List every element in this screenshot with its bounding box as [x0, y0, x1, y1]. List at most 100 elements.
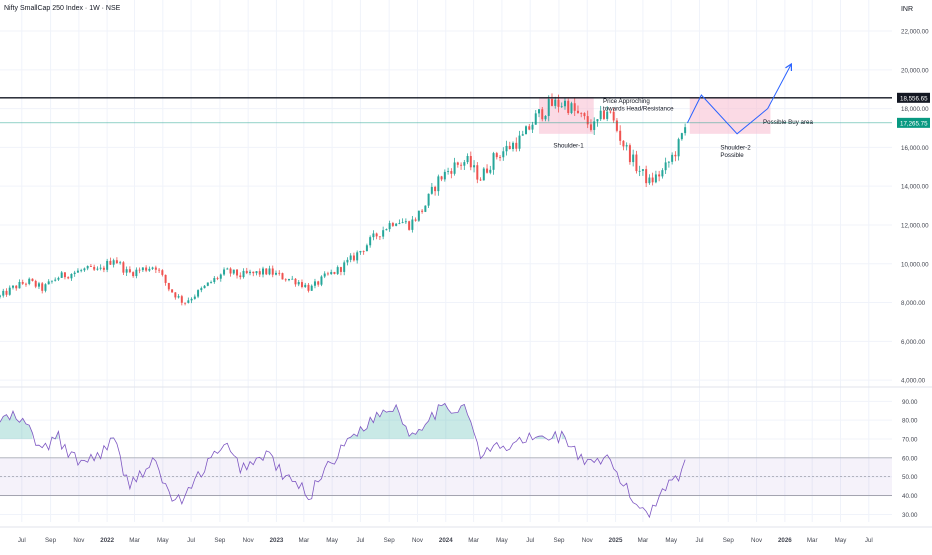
- candle-151: [489, 165, 492, 175]
- candle-4: [11, 285, 14, 290]
- candle-48: [154, 265, 157, 274]
- current-price-label: 17,265.75: [900, 120, 928, 127]
- candle-body: [70, 274, 73, 279]
- candle-140: [453, 157, 456, 176]
- candle-156: [505, 140, 508, 156]
- candle-94: [304, 282, 307, 288]
- candle-body: [271, 268, 274, 275]
- candle-197: [638, 165, 641, 177]
- candle-182: [589, 119, 592, 132]
- candle-body: [184, 302, 187, 304]
- candle-body: [667, 161, 670, 163]
- candle-142: [460, 162, 463, 170]
- candle-body: [515, 142, 518, 149]
- candle-body: [440, 176, 443, 180]
- candle-20: [63, 271, 66, 280]
- candle-40: [128, 266, 131, 274]
- candle-209: [677, 137, 680, 161]
- candle-body: [573, 103, 576, 111]
- candle-body: [216, 278, 219, 279]
- time-axis-tick-18: Jul: [526, 537, 534, 544]
- time-axis-tick-30: Jul: [865, 537, 873, 544]
- candle-body: [479, 179, 482, 181]
- candle-166: [538, 109, 541, 118]
- candle-115: [372, 230, 375, 241]
- candle-69: [223, 267, 226, 276]
- candle-54: [174, 292, 177, 300]
- candle-146: [473, 160, 476, 173]
- candle-22: [70, 273, 73, 281]
- candle-70: [226, 267, 229, 270]
- candle-body: [5, 290, 8, 295]
- candle-body: [651, 177, 654, 183]
- candle-body: [684, 127, 687, 134]
- candle-135: [437, 174, 440, 196]
- candle-body: [96, 268, 99, 270]
- time-axis-tick-15: 2024: [439, 537, 453, 544]
- candle-body: [109, 260, 112, 265]
- candle-body: [518, 135, 521, 149]
- candle-31: [99, 264, 102, 271]
- candle-97: [313, 278, 316, 289]
- candle-body: [489, 169, 492, 173]
- candle-body: [531, 124, 534, 130]
- candle-body: [654, 174, 657, 183]
- candle-88: [284, 278, 287, 282]
- candle-body: [365, 245, 368, 252]
- candle-36: [115, 257, 118, 264]
- candle-body: [443, 171, 446, 180]
- candle-107: [346, 257, 349, 266]
- candle-98: [317, 280, 320, 287]
- candle-body: [236, 269, 239, 276]
- candle-114: [369, 235, 372, 248]
- candle-body: [15, 285, 18, 289]
- candle-67: [216, 276, 219, 281]
- candle-body: [115, 260, 118, 264]
- candle-body: [333, 272, 336, 274]
- candle-body: [164, 274, 167, 283]
- candle-body: [570, 103, 573, 114]
- candle-body: [576, 110, 579, 113]
- time-axis-tick-28: Mar: [807, 537, 818, 544]
- candle-202: [654, 170, 657, 184]
- candle-42: [135, 267, 138, 279]
- candle-body: [213, 278, 216, 283]
- candle-160: [518, 130, 521, 152]
- annotation-shoulder2-line-1: Possible: [720, 152, 744, 159]
- candle-body: [8, 287, 11, 295]
- candle-body: [197, 290, 200, 297]
- candle-body: [352, 255, 355, 261]
- candle-28: [89, 263, 92, 267]
- candle-170: [550, 93, 553, 107]
- candle-body: [41, 283, 44, 291]
- candle-body: [391, 223, 394, 226]
- candle-body: [375, 233, 378, 237]
- candle-177: [573, 98, 576, 117]
- candle-77: [249, 269, 252, 276]
- candle-body: [320, 276, 323, 285]
- candle-body: [447, 171, 450, 172]
- chart-title: Nifty SmallCap 250 Index · 1W · NSE: [4, 5, 121, 12]
- candle-body: [291, 278, 294, 280]
- candle-10: [31, 278, 34, 282]
- candle-body: [541, 109, 544, 120]
- time-axis-tick-3: 2022: [100, 537, 114, 544]
- candle-body: [210, 282, 213, 283]
- time-axis-tick-24: Jul: [696, 537, 704, 544]
- candle-body: [661, 170, 664, 177]
- candle-body: [265, 268, 268, 275]
- current-price-label-bg: [897, 117, 930, 128]
- time-axis-tick-29: May: [835, 537, 848, 544]
- time-axis-tick-27: 2026: [778, 537, 792, 544]
- candle-128: [414, 217, 417, 222]
- candle-116: [375, 232, 378, 240]
- candle-body: [44, 284, 47, 291]
- candle-body: [86, 266, 89, 269]
- candle-121: [391, 221, 394, 227]
- candle-148: [479, 177, 482, 182]
- candle-16: [50, 280, 53, 284]
- candle-body: [427, 193, 430, 206]
- candle-37: [119, 260, 122, 265]
- candle-body: [132, 272, 135, 277]
